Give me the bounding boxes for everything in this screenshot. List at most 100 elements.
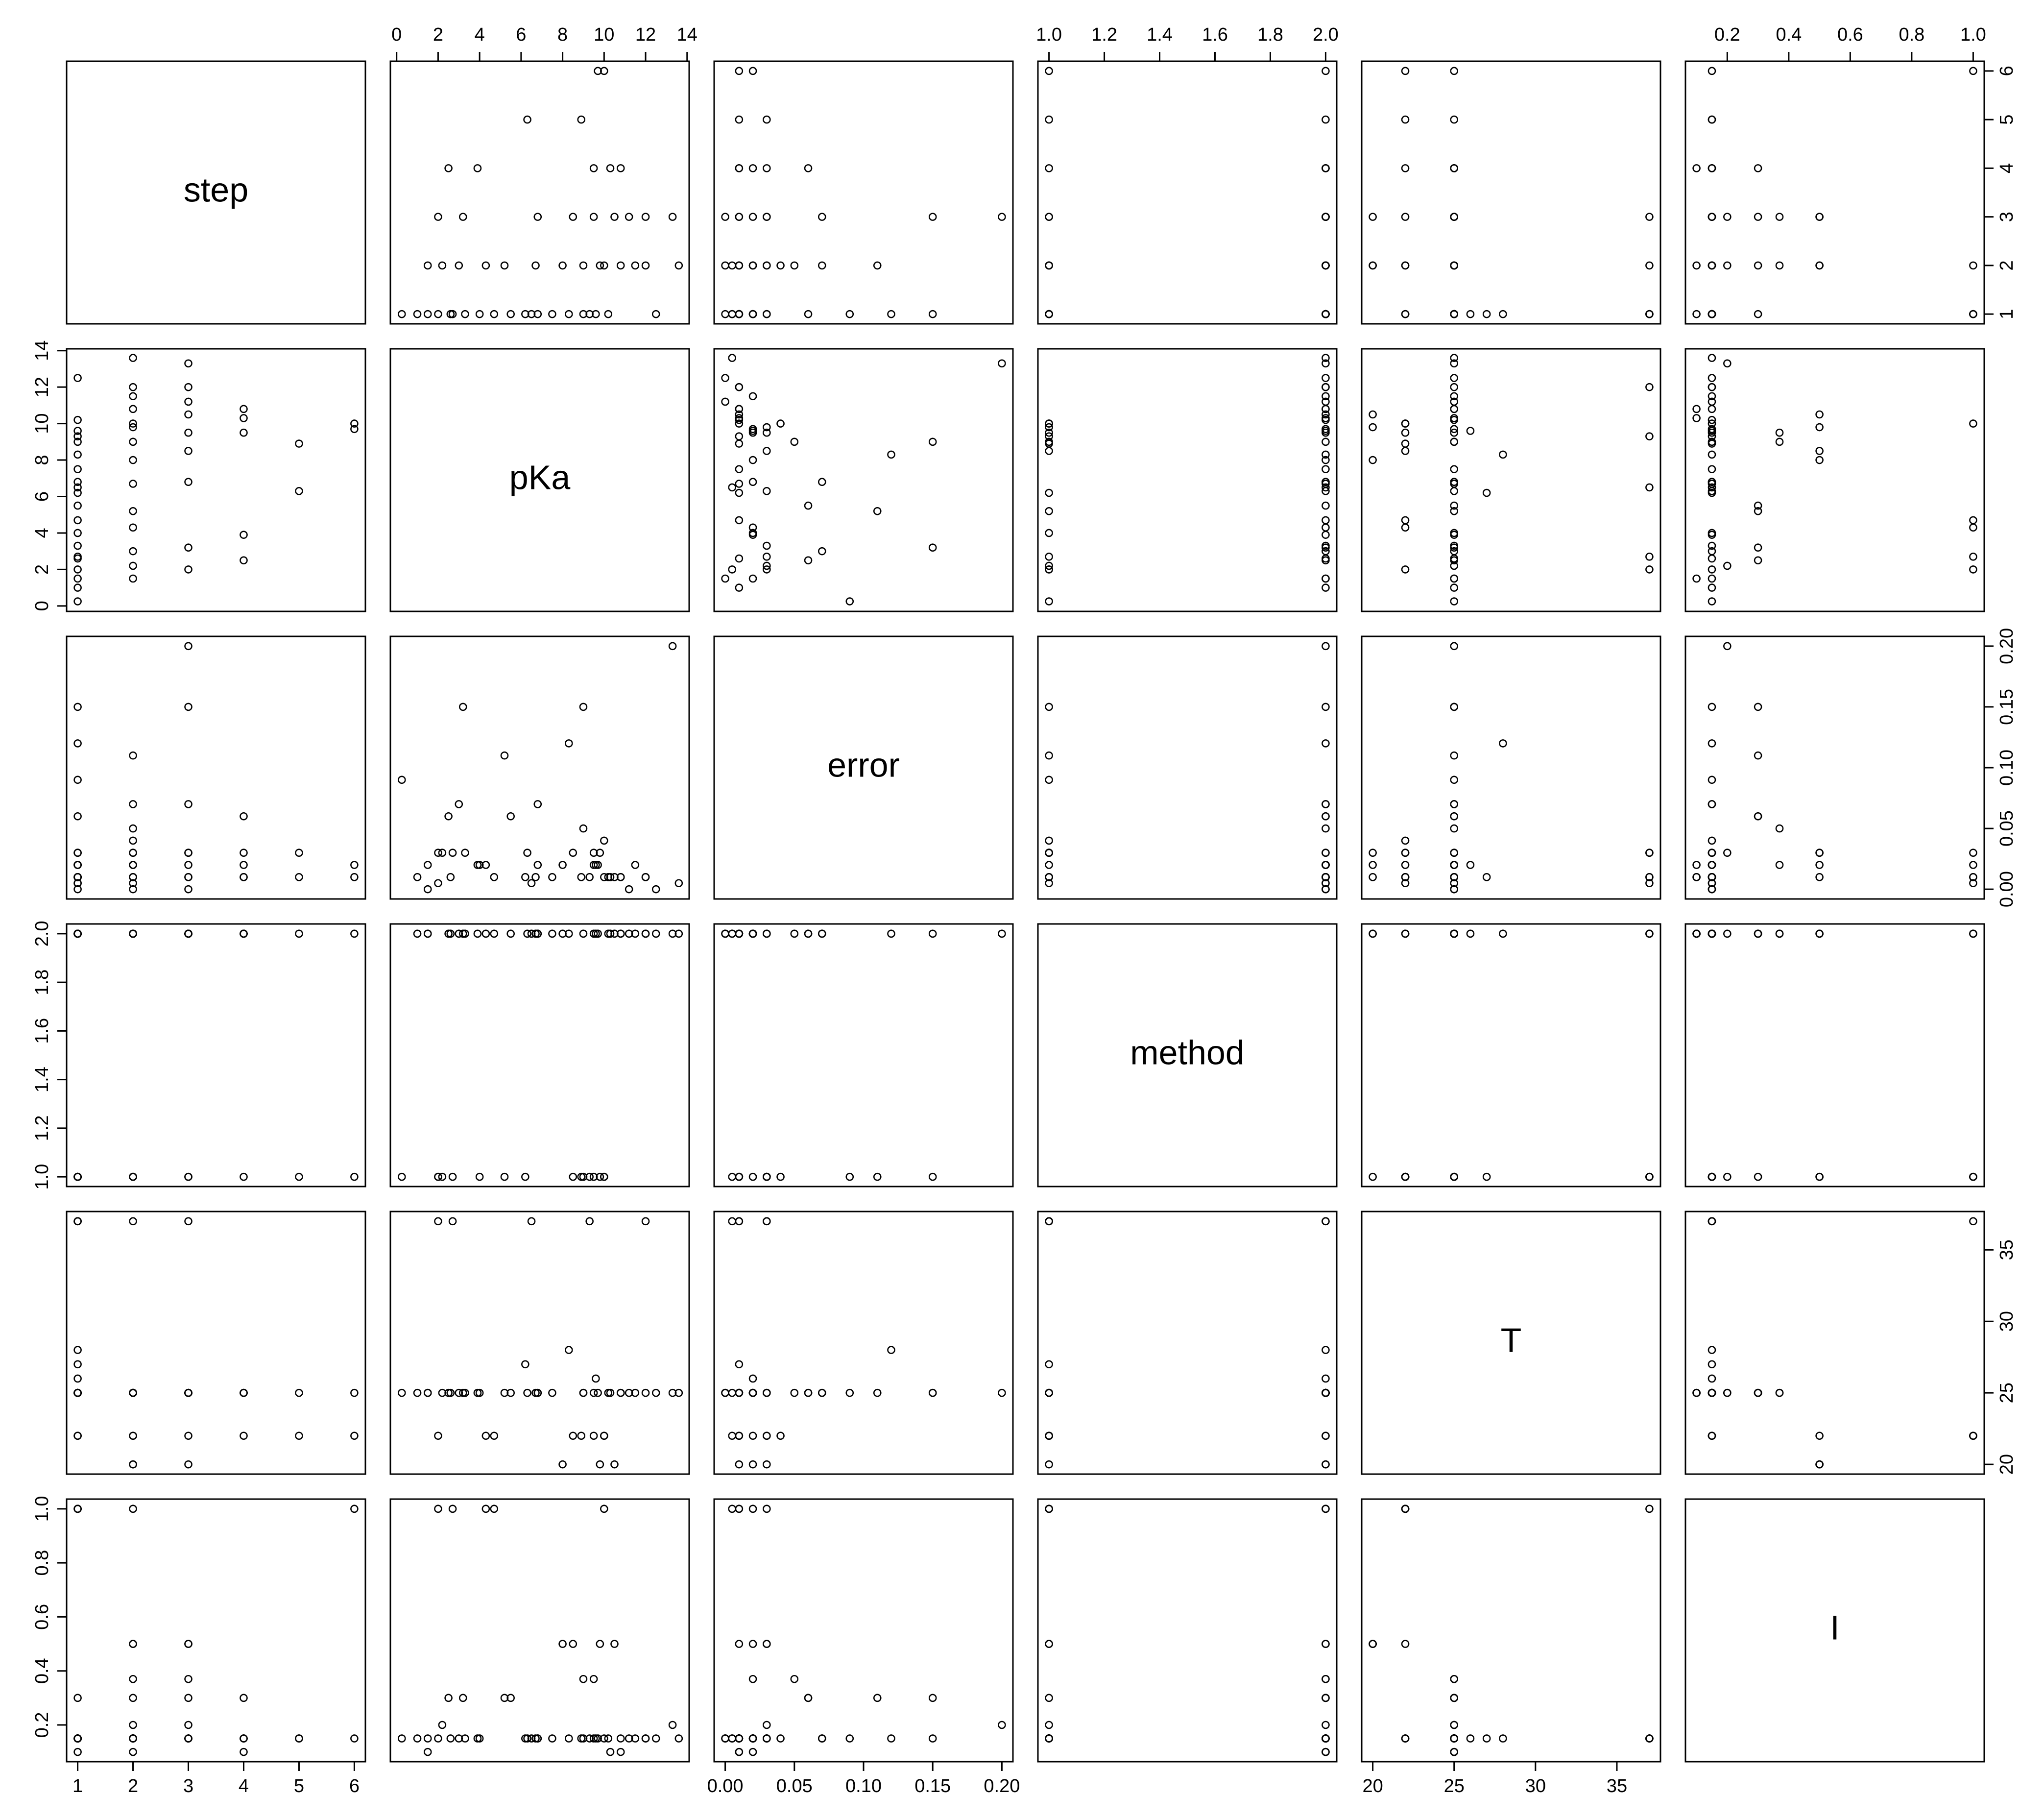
point bbox=[1645, 1734, 1654, 1743]
point bbox=[1401, 164, 1410, 172]
point bbox=[240, 812, 248, 821]
point bbox=[458, 1694, 467, 1702]
point bbox=[1645, 1172, 1654, 1181]
point bbox=[1692, 929, 1701, 938]
point bbox=[455, 800, 463, 808]
point bbox=[1707, 929, 1716, 938]
panel-frame bbox=[389, 923, 690, 1188]
point bbox=[1723, 213, 1731, 221]
point bbox=[73, 873, 82, 881]
y-tick-label: 0.2 bbox=[32, 1712, 52, 1738]
point bbox=[129, 824, 137, 833]
point bbox=[1045, 553, 1053, 561]
point bbox=[1045, 861, 1053, 869]
point bbox=[434, 1431, 442, 1440]
point bbox=[735, 554, 744, 563]
point bbox=[73, 1734, 82, 1743]
point bbox=[73, 516, 82, 525]
point bbox=[1450, 873, 1459, 881]
point bbox=[1322, 885, 1330, 894]
point bbox=[565, 310, 573, 318]
point bbox=[1401, 419, 1410, 428]
point bbox=[434, 1172, 442, 1181]
point bbox=[1322, 392, 1330, 401]
point bbox=[1815, 423, 1824, 432]
point bbox=[129, 1504, 137, 1513]
point bbox=[1322, 487, 1330, 495]
point bbox=[240, 531, 248, 539]
y-tick-label: 0.20 bbox=[1996, 628, 2017, 664]
point bbox=[1045, 1460, 1053, 1469]
point bbox=[184, 1694, 192, 1702]
point bbox=[1707, 739, 1716, 748]
x-tick-label: 0.15 bbox=[914, 1776, 951, 1796]
point bbox=[1707, 879, 1716, 888]
point bbox=[569, 1640, 577, 1648]
point bbox=[818, 261, 826, 270]
y-tick-label: 4 bbox=[1996, 163, 2017, 173]
point bbox=[1815, 873, 1824, 881]
panel-frame bbox=[1037, 635, 1338, 900]
point bbox=[585, 1217, 594, 1226]
point bbox=[129, 547, 137, 556]
point bbox=[589, 1388, 598, 1397]
point bbox=[73, 415, 82, 424]
point bbox=[73, 929, 82, 938]
point bbox=[1969, 1172, 1977, 1181]
point bbox=[531, 873, 540, 881]
point bbox=[506, 310, 515, 318]
point bbox=[790, 437, 799, 446]
point bbox=[887, 1734, 895, 1743]
point bbox=[763, 164, 771, 172]
point bbox=[721, 310, 729, 318]
point bbox=[73, 553, 82, 561]
point bbox=[998, 213, 1006, 221]
point bbox=[1450, 597, 1459, 606]
point bbox=[589, 1431, 598, 1440]
point bbox=[748, 574, 757, 583]
point bbox=[444, 1388, 453, 1397]
point bbox=[481, 1431, 490, 1440]
point bbox=[1707, 1217, 1716, 1226]
x-tick-label: 1.8 bbox=[1257, 24, 1283, 45]
point bbox=[668, 642, 677, 651]
point bbox=[1450, 543, 1459, 552]
point bbox=[748, 425, 757, 434]
point bbox=[1045, 1504, 1053, 1513]
panel-frame bbox=[713, 635, 1014, 900]
point bbox=[184, 873, 192, 881]
point bbox=[631, 861, 640, 869]
x-tick-label: 1.4 bbox=[1147, 24, 1173, 45]
point bbox=[455, 261, 463, 270]
point bbox=[728, 565, 737, 574]
point bbox=[594, 1734, 602, 1743]
point bbox=[1401, 1640, 1410, 1648]
y-tick-label: 1.6 bbox=[32, 1018, 52, 1044]
point bbox=[1707, 383, 1716, 391]
point bbox=[73, 432, 82, 440]
point bbox=[129, 574, 137, 583]
y-tick-label: 10 bbox=[32, 413, 52, 434]
point bbox=[1775, 261, 1784, 270]
point bbox=[184, 885, 192, 894]
point bbox=[73, 861, 82, 869]
point bbox=[1401, 428, 1410, 437]
point bbox=[129, 849, 137, 857]
point bbox=[533, 1734, 542, 1743]
point bbox=[577, 1734, 586, 1743]
point bbox=[1707, 776, 1716, 784]
point bbox=[1707, 115, 1716, 124]
point bbox=[350, 1388, 359, 1397]
point bbox=[558, 1640, 567, 1648]
point bbox=[735, 261, 744, 270]
point bbox=[610, 1640, 619, 1648]
point bbox=[73, 1360, 82, 1369]
point bbox=[1322, 115, 1330, 124]
point bbox=[1450, 67, 1459, 75]
point bbox=[1969, 419, 1977, 428]
point bbox=[600, 261, 608, 270]
point bbox=[73, 478, 82, 486]
point bbox=[1322, 1747, 1330, 1756]
point bbox=[423, 1747, 432, 1756]
point bbox=[790, 261, 799, 270]
